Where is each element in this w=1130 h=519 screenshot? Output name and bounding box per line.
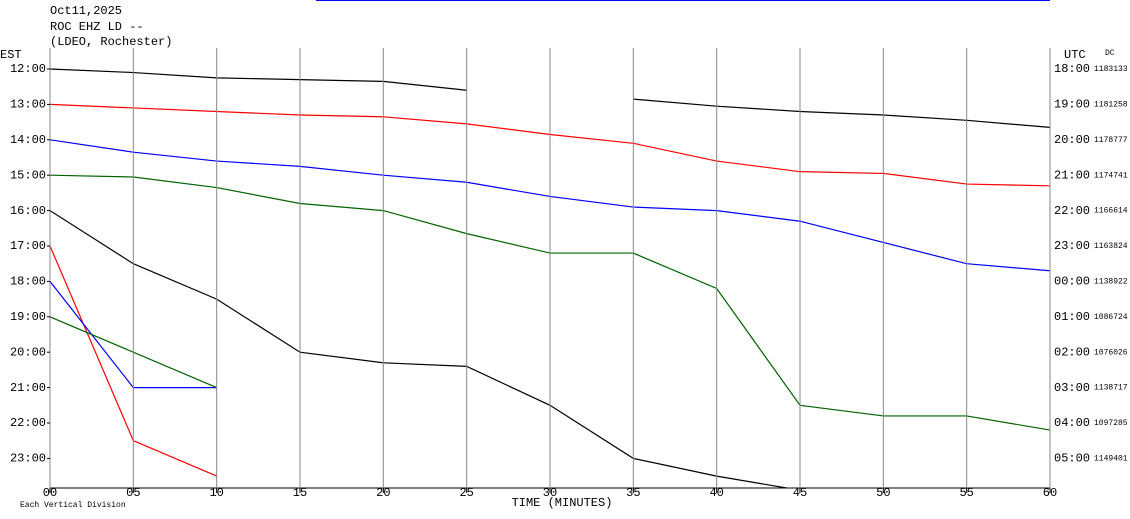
est-label: 16:00 [10,204,46,218]
est-label: 18:00 [10,275,46,289]
utc-label: 03:00 [1054,381,1090,395]
dc-value: 1163824 [1094,242,1128,251]
x-tick-label: 15 [293,486,307,500]
dc-value: 1149401 [1094,455,1128,464]
x-tick-label: 30 [543,486,557,500]
utc-label: 19:00 [1054,98,1090,112]
x-tick-label: 25 [459,486,473,500]
x-tick-label: 60 [1043,486,1057,500]
dc-value: 1183133 [1094,65,1128,74]
x-tick-label: 35 [626,486,640,500]
dc-value: 1086724 [1094,313,1128,322]
utc-label: 02:00 [1054,345,1090,359]
footnote: Each Vertical Division [20,501,126,510]
est-label: 14:00 [10,133,46,147]
trace [50,210,791,488]
x-tick-label: 20 [376,486,390,500]
dc-label: DC [1105,49,1115,58]
est-label: 22:00 [10,416,46,430]
dc-value: 1166614 [1094,207,1128,216]
x-tick-label: 50 [876,486,890,500]
x-tick-label: 05 [126,486,140,500]
est-label: 23:00 [10,452,46,466]
x-tick-label: 40 [709,486,723,500]
x-axis-title: TIME (MINUTES) [512,496,613,510]
utc-label: 04:00 [1054,416,1090,430]
dc-value: 1138922 [1094,278,1128,287]
utc-label: 23:00 [1054,239,1090,253]
x-tick-label: 00 [43,486,57,500]
dc-value: 1181258 [1094,101,1128,110]
left-axis-label: EST [0,48,22,62]
dc-value: 1138717 [1094,384,1128,393]
est-label: 13:00 [10,98,46,112]
est-label: 12:00 [10,62,46,76]
utc-label: 21:00 [1054,168,1090,182]
x-tick-label: 10 [209,486,223,500]
utc-label: 18:00 [1054,62,1090,76]
est-label: 20:00 [10,345,46,359]
est-label: 15:00 [10,168,46,182]
station: ROC EHZ LD -- [50,20,144,34]
dc-value: 1076026 [1094,348,1128,357]
dc-value: 1174741 [1094,171,1128,180]
utc-label: 05:00 [1054,452,1090,466]
utc-label: 20:00 [1054,133,1090,147]
est-label: 19:00 [10,310,46,324]
dc-value: 1097285 [1094,419,1128,428]
utc-label: 01:00 [1054,310,1090,324]
utc-label: 22:00 [1054,204,1090,218]
dc-value: 1178777 [1094,136,1128,145]
right-axis-label: UTC [1064,48,1086,62]
x-tick-label: 45 [793,486,807,500]
date: Oct11,2025 [50,4,122,18]
x-tick-label: 55 [959,486,973,500]
network: (LDEO, Rochester) [50,35,172,49]
est-label: 21:00 [10,381,46,395]
trace [50,68,1050,129]
utc-label: 00:00 [1054,275,1090,289]
est-label: 17:00 [10,239,46,253]
